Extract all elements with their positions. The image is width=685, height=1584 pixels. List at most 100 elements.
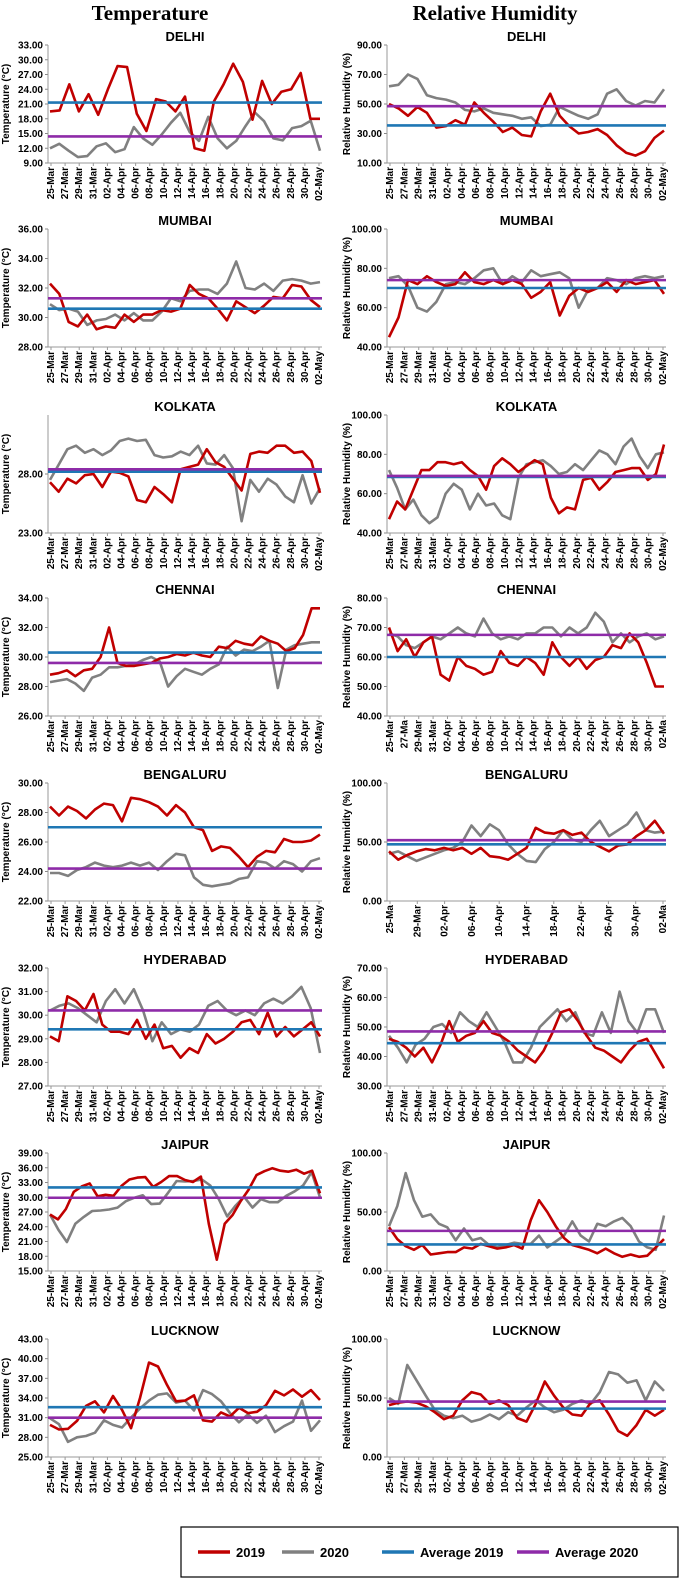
delhi-rh-ytick-label: 90.00 [357, 41, 382, 52]
chennai-rh-xtick-label: 02-Ma [658, 720, 669, 749]
bengaluru-temp-xtick-label: 30-Apr [300, 905, 311, 937]
lucknow-temp-ytick-label: 28.00 [18, 1433, 43, 1444]
hyderabad-rh-xtick-label: 28-Apr [629, 1090, 640, 1122]
jaipur-rh-xtick-label: 12-Apr [514, 1275, 525, 1307]
kolkata-temp-xtick-label: 02-May [314, 537, 325, 571]
jaipur-temp-xtick-label: 16-Apr [201, 1275, 212, 1307]
lucknow-rh-xtick-label: 29-Mar [414, 1461, 425, 1493]
bengaluru-temp-ylabel: Temperature (°C) [1, 802, 12, 883]
jaipur-temp-ytick-label: 24.00 [18, 1222, 43, 1233]
lucknow-temp-xtick-label: 16-Apr [201, 1461, 212, 1493]
delhi-rh-ytick-label: 10.00 [357, 159, 382, 170]
lucknow-temp-xtick-label: 20-Apr [229, 1461, 240, 1493]
hyderabad-temp-xtick-label: 25-Mar [46, 1090, 57, 1122]
kolkata-temp-xtick-label: 25-Mar [46, 537, 57, 569]
bengaluru-temp-ytick-label: 22.00 [18, 897, 43, 908]
mumbai-temp-xtick-label: 30-Apr [300, 351, 311, 383]
lucknow-rh-ytick-label: 100.00 [351, 1335, 382, 1346]
jaipur-temp-ytick-label: 30.00 [18, 1193, 43, 1204]
jaipur-temp-ytick-label: 18.00 [18, 1252, 43, 1263]
jaipur-rh-xtick-label: 20-Apr [572, 1275, 583, 1307]
jaipur-temp-xtick-label: 14-Apr [187, 1275, 198, 1307]
chennai-rh-xtick-label: 31-Mar [428, 720, 439, 752]
mumbai-rh-xtick-label: 16-Apr [543, 351, 554, 383]
mumbai-rh-xtick-label: 24-Apr [601, 351, 612, 383]
hyderabad-rh-ytick-label: 50.00 [357, 1023, 382, 1034]
kolkata-temp-ytick-label: 23.00 [18, 529, 43, 540]
delhi-temp-xtick-label: 24-Apr [258, 167, 269, 199]
mumbai-temp-xtick-label: 02-Apr [102, 351, 113, 383]
jaipur-rh-chart: JAIPUR Relative Humidity (%) 0.00 50.00 100.… [342, 1137, 669, 1309]
jaipur-temp-xtick-label: 12-Apr [173, 1275, 184, 1307]
jaipur-temp-xtick-label: 18-Apr [215, 1275, 226, 1307]
jaipur-rh-title: JAIPUR [503, 1137, 551, 1152]
hyderabad-rh-xtick-label: 18-Apr [557, 1090, 568, 1122]
hyderabad-rh-xtick-label: 22-Apr [586, 1090, 597, 1122]
mumbai-temp-xtick-label: 16-Apr [201, 351, 212, 383]
delhi-temp-xtick-label: 02-May [314, 167, 325, 201]
delhi-temp-xtick-label: 22-Apr [243, 167, 254, 199]
kolkata-temp-xtick-label: 04-Apr [117, 537, 128, 569]
jaipur-temp-xtick-label: 10-Apr [159, 1275, 170, 1307]
kolkata-temp-xtick-label: 08-Apr [145, 537, 156, 569]
lucknow-temp-xtick-label: 25-Mar [46, 1461, 57, 1493]
lucknow-rh-xtick-label: 06-Apr [471, 1461, 482, 1493]
chennai-rh-ylabel: Relative Humidity (%) [342, 606, 353, 708]
kolkata-temp-xtick-label: 22-Apr [243, 537, 254, 569]
legend-box [180, 1526, 679, 1578]
chennai-rh-title: CHENNAI [497, 582, 556, 597]
jaipur-temp-xtick-label: 31-Mar [88, 1275, 99, 1307]
jaipur-temp-xtick-label: 30-Apr [300, 1275, 311, 1307]
hyderabad-rh-xtick-label: 29-Mar [414, 1090, 425, 1122]
delhi-temp-ytick-label: 15.00 [18, 129, 43, 140]
chennai-rh-xtick-label: 24-Apr [601, 720, 612, 752]
lucknow-rh-xtick-label: 16-Apr [543, 1461, 554, 1493]
lucknow-temp-xtick-label: 27-Mar [60, 1461, 71, 1493]
kolkata-rh-xtick-label: 10-Apr [500, 537, 511, 569]
hyderabad-temp-xtick-label: 16-Apr [201, 1090, 212, 1122]
delhi-rh-xtick-label: 18-Apr [557, 167, 568, 199]
lucknow-temp-ytick-label: 25.00 [18, 1453, 43, 1464]
delhi-rh-title: DELHI [507, 29, 546, 44]
chennai-temp-ytick-label: 32.00 [18, 623, 43, 634]
delhi-temp-xtick-label: 10-Apr [159, 167, 170, 199]
kolkata-temp-ytick-label: 28.00 [18, 470, 43, 481]
chennai-temp-xtick-label: 24-Apr [258, 720, 269, 752]
mumbai-temp-ylabel: Temperature (°C) [1, 248, 12, 329]
chennai-temp-xtick-label: 14-Apr [187, 720, 198, 752]
kolkata-temp-xtick-label: 16-Apr [201, 537, 212, 569]
kolkata-temp-xtick-label: 12-Apr [173, 537, 184, 569]
hyderabad-rh-title: HYDERABAD [485, 952, 568, 967]
bengaluru-temp-xtick-label: 31-Mar [88, 905, 99, 937]
lucknow-rh-xtick-label: 12-Apr [514, 1461, 525, 1493]
chennai-rh-series-2020 [388, 611, 665, 650]
lucknow-temp-series-2019 [49, 1361, 321, 1431]
hyderabad-rh-ylabel: Relative Humidity (%) [342, 976, 353, 1078]
kolkata-rh-xtick-label: 14-Apr [529, 537, 540, 569]
mumbai-temp-xtick-label: 24-Apr [258, 351, 269, 383]
hyderabad-temp-xtick-label: 26-Apr [272, 1090, 283, 1122]
jaipur-temp-xtick-label: 02-May [314, 1275, 325, 1309]
chennai-rh-xtick-label: 04-Apr [457, 720, 468, 752]
delhi-rh-ytick-label: 70.00 [357, 70, 382, 81]
hyderabad-temp-xtick-label: 31-Mar [88, 1090, 99, 1122]
lucknow-rh-ytick-label: 50.00 [357, 1394, 382, 1405]
mumbai-rh-xtick-label: 10-Apr [500, 351, 511, 383]
jaipur-rh-series-2019 [387, 1198, 665, 1259]
hyderabad-temp-series-2019 [49, 992, 322, 1059]
kolkata-rh-xtick-label: 04-Apr [457, 537, 468, 569]
delhi-rh-xtick-label: 06-Apr [471, 167, 482, 199]
hyderabad-rh-xtick-label: 02-May [658, 1090, 669, 1124]
lucknow-temp-xtick-label: 10-Apr [159, 1461, 170, 1493]
chennai-rh-xtick-label: 29-Mar [414, 720, 425, 752]
chennai-rh-xtick-label: 20-Apr [572, 720, 583, 752]
delhi-temp-ytick-label: 12.00 [18, 144, 43, 155]
mumbai-rh-xtick-label: 22-Apr [586, 351, 597, 383]
kolkata-rh-chart: KOLKATA Relative Humidity (%) 40.00 60.00 80… [342, 399, 669, 571]
chennai-temp-chart: CHENNAI Temperature (°C) 26.00 28.00 30.00 32… [1, 582, 325, 754]
mumbai-rh-chart: MUMBAI Relative Humidity (%) 40.00 60.00 80.… [342, 213, 669, 385]
hyderabad-temp-series-2020 [49, 985, 322, 1054]
hyderabad-rh-xtick-label: 04-Apr [457, 1090, 468, 1122]
mumbai-rh-xtick-label: 02-May [658, 351, 669, 385]
lucknow-temp-title: LUCKNOW [151, 1323, 220, 1338]
